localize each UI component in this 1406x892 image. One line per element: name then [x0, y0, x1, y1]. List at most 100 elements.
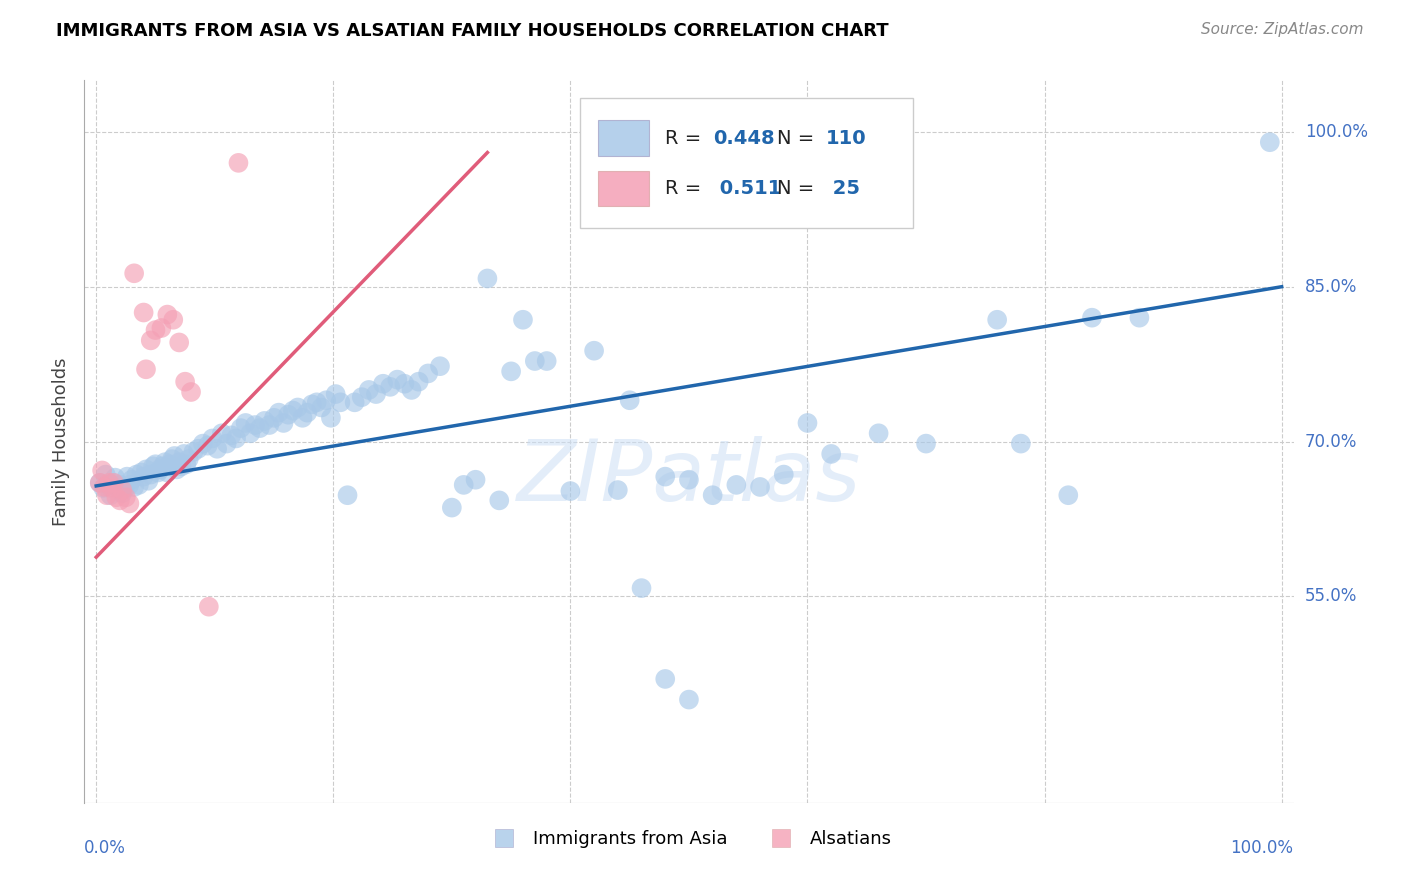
Point	[239, 426, 262, 441]
Point	[725, 478, 748, 492]
Point	[371, 376, 394, 391]
FancyBboxPatch shape	[599, 171, 650, 206]
Point	[145, 457, 167, 471]
Text: 55.0%: 55.0%	[1305, 587, 1357, 606]
Point	[440, 500, 463, 515]
Text: 0.511: 0.511	[713, 179, 782, 198]
Point	[115, 490, 138, 504]
Point	[243, 417, 266, 432]
Point	[357, 383, 380, 397]
Point	[98, 475, 121, 490]
Point	[291, 410, 314, 425]
Point	[91, 463, 114, 477]
Point	[228, 156, 250, 170]
Point	[477, 271, 499, 285]
Point	[149, 462, 172, 476]
Point	[221, 428, 243, 442]
Point	[91, 481, 114, 495]
Point	[94, 467, 117, 482]
Point	[167, 455, 190, 469]
Point	[364, 387, 387, 401]
Point	[225, 432, 247, 446]
Point	[173, 447, 195, 461]
Point	[512, 312, 534, 326]
Point	[187, 442, 209, 456]
Point	[121, 473, 143, 487]
Text: Source: ZipAtlas.com: Source: ZipAtlas.com	[1201, 22, 1364, 37]
Point	[122, 480, 145, 494]
Text: 0.448: 0.448	[713, 128, 775, 147]
Point	[1010, 436, 1032, 450]
FancyBboxPatch shape	[581, 98, 912, 228]
Point	[235, 416, 257, 430]
Point	[89, 475, 111, 490]
Point	[191, 436, 214, 450]
Point	[536, 354, 558, 368]
Point	[211, 426, 233, 441]
Point	[107, 480, 129, 494]
Point	[152, 459, 174, 474]
Point	[162, 312, 184, 326]
Point	[118, 478, 141, 492]
Point	[1057, 488, 1080, 502]
Point	[138, 474, 160, 488]
Point	[118, 496, 141, 510]
Point	[145, 323, 167, 337]
Point	[1081, 310, 1104, 325]
Point	[319, 410, 342, 425]
Point	[183, 445, 205, 459]
Text: N =: N =	[778, 128, 821, 147]
Point	[986, 312, 1008, 326]
Point	[1258, 135, 1281, 149]
Legend: Immigrants from Asia, Alsatians: Immigrants from Asia, Alsatians	[478, 822, 900, 855]
Point	[128, 478, 150, 492]
Point	[796, 416, 818, 430]
Point	[350, 390, 373, 404]
Point	[156, 308, 179, 322]
Point	[122, 266, 145, 280]
Point	[267, 406, 290, 420]
Point	[197, 439, 219, 453]
Text: 0.0%: 0.0%	[84, 838, 127, 857]
Point	[488, 493, 510, 508]
Point	[523, 354, 546, 368]
Point	[678, 692, 700, 706]
Point	[176, 457, 198, 471]
Text: R =: R =	[665, 179, 707, 198]
Point	[142, 459, 165, 474]
Point	[89, 475, 111, 490]
Point	[263, 410, 285, 425]
Point	[749, 480, 772, 494]
Point	[125, 467, 148, 482]
Point	[772, 467, 794, 482]
Point	[1128, 310, 1150, 325]
Point	[311, 401, 333, 415]
Point	[336, 488, 359, 502]
Point	[287, 401, 309, 415]
Point	[215, 436, 238, 450]
Point	[301, 397, 323, 411]
Point	[325, 387, 347, 401]
Point	[820, 447, 842, 461]
Point	[305, 395, 328, 409]
Point	[387, 373, 409, 387]
Point	[630, 581, 652, 595]
Point	[100, 481, 122, 495]
Point	[174, 375, 197, 389]
Point	[408, 375, 430, 389]
Point	[915, 436, 938, 450]
Point	[115, 469, 138, 483]
Point	[249, 421, 271, 435]
Text: IMMIGRANTS FROM ASIA VS ALSATIAN FAMILY HOUSEHOLDS CORRELATION CHART: IMMIGRANTS FROM ASIA VS ALSATIAN FAMILY …	[56, 22, 889, 40]
Point	[139, 467, 162, 482]
Point	[429, 359, 451, 374]
Point	[159, 457, 181, 471]
Text: ZIPatlas: ZIPatlas	[517, 436, 860, 519]
Point	[166, 462, 188, 476]
Point	[277, 408, 299, 422]
Point	[654, 672, 676, 686]
Point	[156, 466, 179, 480]
Point	[394, 376, 416, 391]
Point	[868, 426, 890, 441]
Point	[654, 469, 676, 483]
